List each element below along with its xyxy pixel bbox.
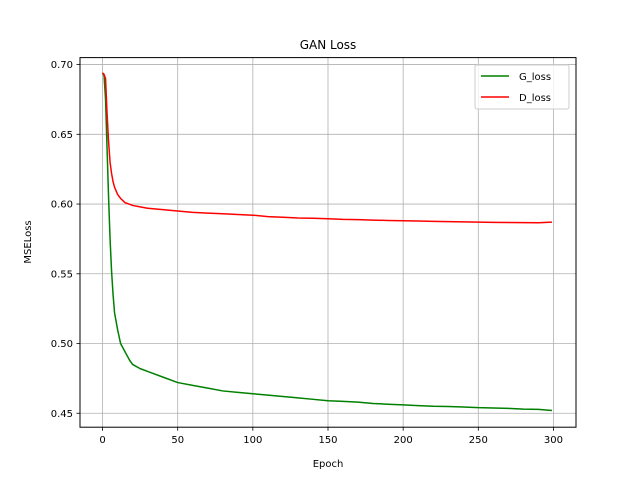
y-tick-label: 0.65 — [51, 130, 73, 141]
legend-label-g-loss: G_loss — [519, 72, 551, 83]
series-line-g-loss — [101, 72, 553, 412]
series-layer — [101, 72, 553, 412]
x-tick-label: 250 — [469, 435, 488, 446]
chart-title: GAN Loss — [300, 38, 357, 52]
x-tick-label: 150 — [318, 435, 337, 446]
y-tick-label: 0.60 — [51, 200, 73, 211]
legend-label-d-loss: D_loss — [519, 93, 551, 104]
legend: G_loss D_loss — [474, 64, 570, 110]
y-axis-ticks: 0.45 0.50 0.55 0.60 0.65 0.70 — [51, 60, 80, 420]
x-tick-label: 300 — [544, 435, 563, 446]
series-line-d-loss — [102, 72, 552, 224]
x-tick-label: 200 — [394, 435, 413, 446]
y-tick-label: 0.55 — [51, 269, 73, 280]
x-tick-label: 0 — [99, 435, 105, 446]
y-tick-label: 0.50 — [51, 339, 73, 350]
y-tick-label: 0.70 — [51, 60, 73, 71]
grid — [80, 57, 576, 428]
x-tick-label: 50 — [171, 435, 184, 446]
y-tick-label: 0.45 — [51, 409, 73, 420]
x-tick-label: 100 — [243, 435, 262, 446]
y-axis-label: MSELoss — [23, 220, 34, 263]
x-axis-label: Epoch — [313, 459, 344, 470]
x-axis-ticks: 0 50 100 150 200 250 300 — [99, 427, 563, 446]
